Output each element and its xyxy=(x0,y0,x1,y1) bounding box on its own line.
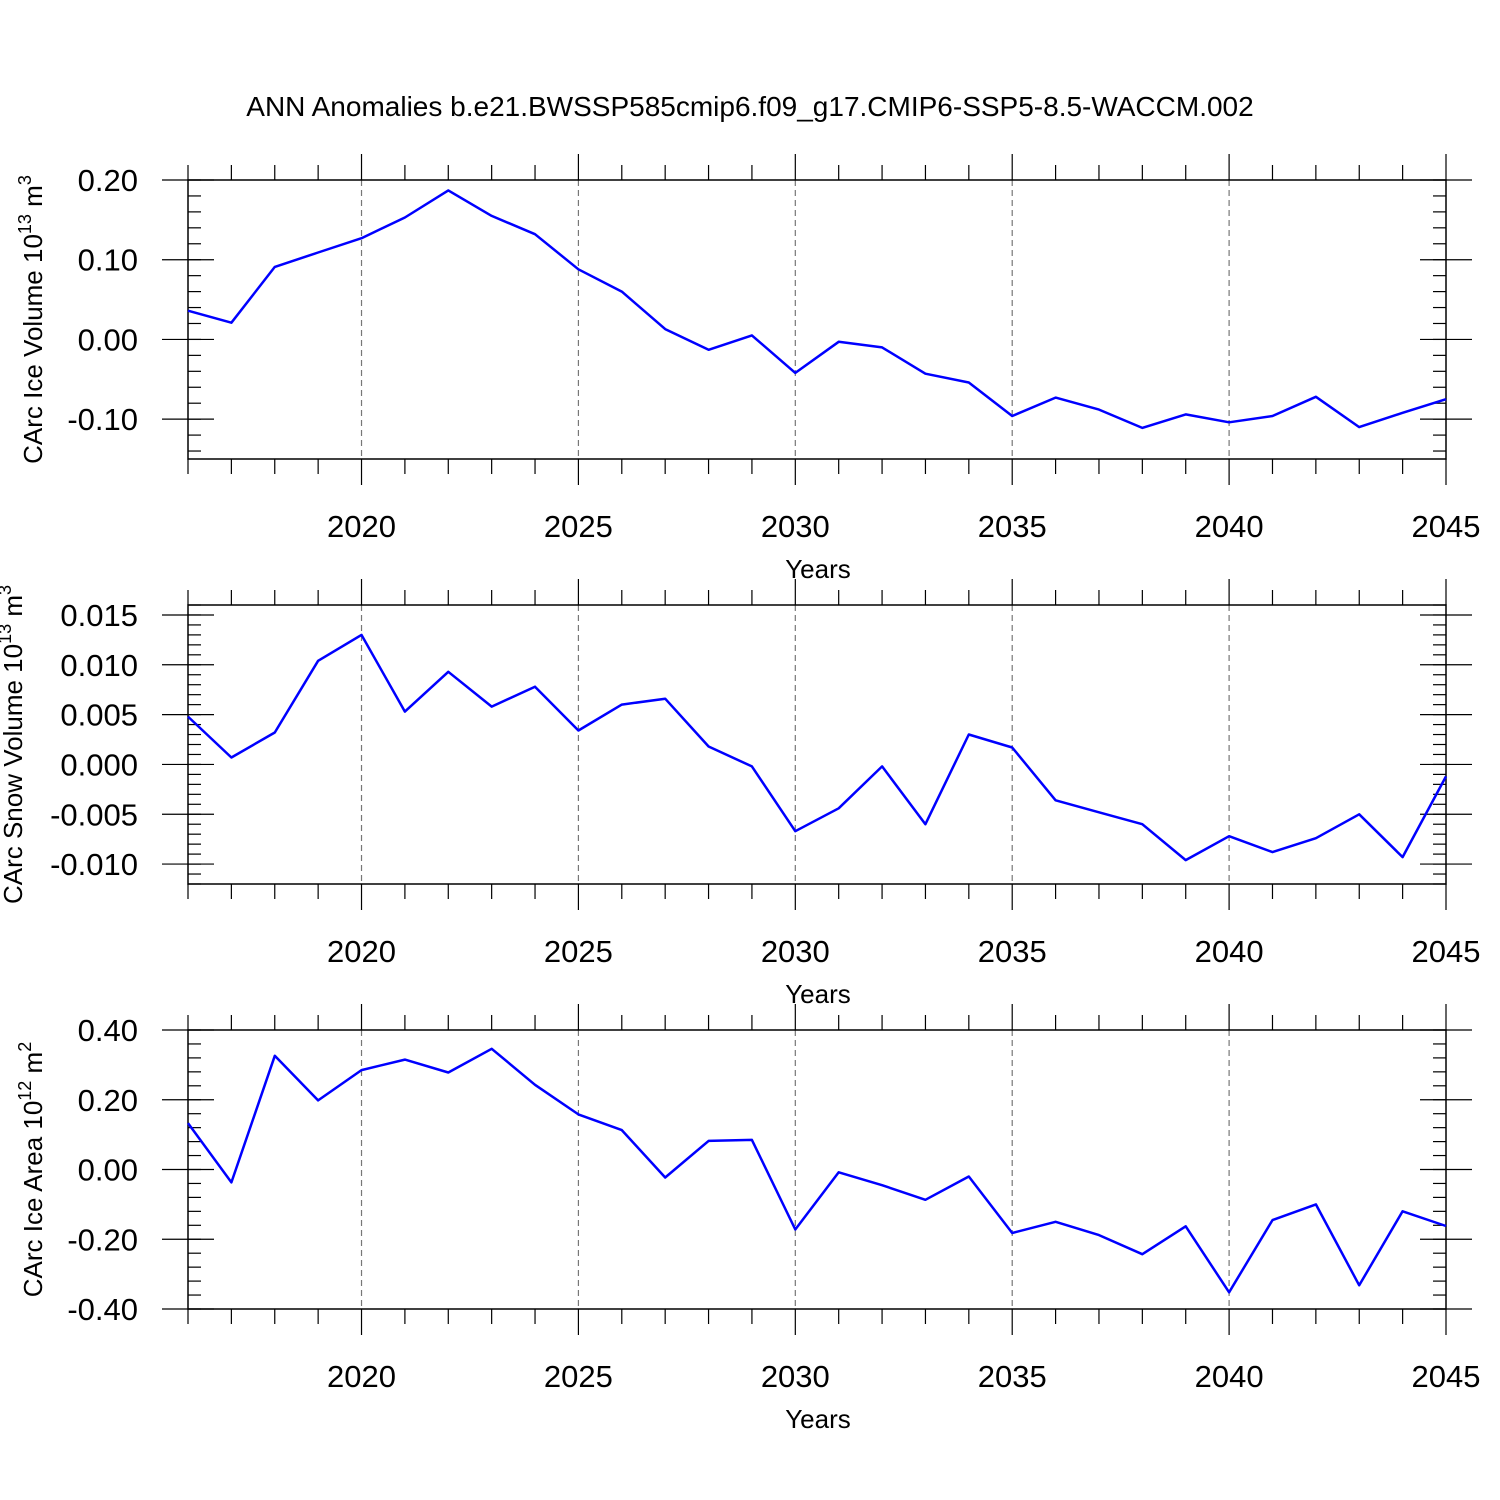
y-tick-label: 0.000 xyxy=(60,747,138,782)
x-tick-label: 2030 xyxy=(761,1359,830,1394)
y-tick-label: 0.00 xyxy=(78,322,138,357)
x-tick-label: 2020 xyxy=(327,934,396,969)
x-axis-label: Years xyxy=(785,554,851,584)
x-tick-label: 2035 xyxy=(978,934,1047,969)
x-tick-label: 2045 xyxy=(1412,509,1481,544)
y-tick-label: 0.40 xyxy=(78,1013,138,1048)
y-tick-label: 0.10 xyxy=(78,243,138,278)
x-tick-label: 2040 xyxy=(1195,934,1264,969)
x-tick-label: 2030 xyxy=(761,934,830,969)
y-tick-label: 0.20 xyxy=(78,163,138,198)
panel-ice-area: 0.40 0.20 0.00 -0.20 -0.40 2020 2025 2030 2035 20… xyxy=(15,1004,1480,1434)
y-axis-label: CArc Ice Area 1012 m2 xyxy=(15,1042,48,1297)
x-tick-label: 2035 xyxy=(978,509,1047,544)
x-tick-label: 2045 xyxy=(1412,934,1481,969)
x-axis-label: Years xyxy=(785,979,851,1009)
y-tick-label: 0.015 xyxy=(60,598,138,633)
x-tick-label: 2020 xyxy=(327,1359,396,1394)
panel-ice-volume: 0.20 0.10 0.00 -0.10 2020 2025 2030 2035 2040 204… xyxy=(15,154,1480,584)
y-tick-label: 0.20 xyxy=(78,1083,138,1118)
x-tick-label: 2030 xyxy=(761,509,830,544)
y-tick-label: 0.00 xyxy=(78,1153,138,1188)
x-tick-label: 2025 xyxy=(544,934,613,969)
panels: 0.20 0.10 0.00 -0.10 2020 2025 2030 2035 2040 204… xyxy=(0,154,1480,1434)
x-tick-label: 2025 xyxy=(544,1359,613,1394)
y-tick-label: 0.005 xyxy=(60,698,138,733)
plot-frame xyxy=(187,179,1447,460)
y-tick-label: -0.10 xyxy=(67,402,138,437)
series-line-ice-area xyxy=(186,1047,1447,1294)
series-line-ice-volume xyxy=(187,189,1447,430)
x-tick-label: 2040 xyxy=(1195,1359,1264,1394)
x-tick-label: 2040 xyxy=(1195,509,1264,544)
plot-frame xyxy=(187,1029,1447,1310)
x-tick-label: 2025 xyxy=(544,509,613,544)
panel-snow-volume: 0.015 0.010 0.005 0.000 -0.005 -0.010 2020 2025… xyxy=(0,579,1480,1009)
x-tick-label: 2035 xyxy=(978,1359,1047,1394)
chart-title: ANN Anomalies b.e21.BWSSP585cmip6.f09_g1… xyxy=(246,91,1253,122)
series-line-snow-volume xyxy=(187,633,1448,862)
y-tick-label: -0.005 xyxy=(50,797,138,832)
y-tick-label: -0.40 xyxy=(67,1292,138,1327)
y-axis-label: CArc Snow Volume 1013 m3 xyxy=(0,585,28,904)
x-tick-label: 2045 xyxy=(1412,1359,1481,1394)
y-axis-label: CArc Ice Volume 1013 m3 xyxy=(15,175,48,464)
y-tick-label: 0.010 xyxy=(60,648,138,683)
y-tick-label: -0.20 xyxy=(67,1222,138,1257)
x-axis-label: Years xyxy=(785,1404,851,1434)
y-tick-label: -0.010 xyxy=(50,847,138,882)
x-tick-label: 2020 xyxy=(327,509,396,544)
plot-frame xyxy=(187,604,1447,885)
